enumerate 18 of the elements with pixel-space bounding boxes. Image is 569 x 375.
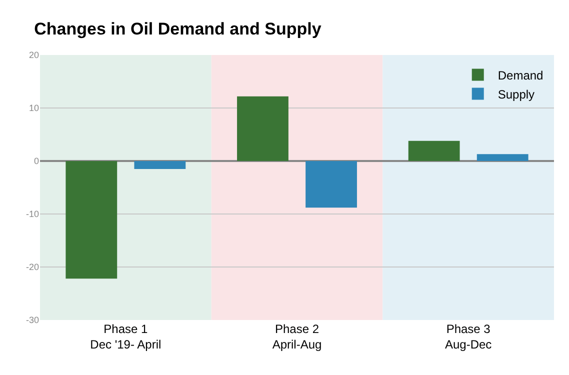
- x-tick-label: Phase 1 Dec '19- April: [90, 322, 162, 352]
- y-tick-label: 20: [28, 50, 39, 60]
- bar: [66, 161, 118, 279]
- y-tick-label: 0: [34, 156, 39, 166]
- legend-label: Demand: [498, 68, 544, 82]
- x-tick-label: Phase 3 Aug-Dec: [444, 322, 492, 352]
- y-tick-label: 10: [28, 103, 39, 114]
- bar: [134, 161, 186, 169]
- bar: [237, 96, 288, 161]
- y-tick-label: -30: [26, 315, 39, 326]
- y-tick-label: -20: [26, 262, 39, 272]
- bar: [408, 140, 460, 161]
- x-tick-label: Phase 2 April-Aug: [272, 322, 322, 352]
- bar: [476, 154, 528, 161]
- y-tick-label: -10: [26, 209, 39, 220]
- legend-label: Supply: [498, 87, 535, 102]
- chart-title: Changes in Oil Demand and Supply: [34, 19, 322, 38]
- bar: [306, 161, 357, 208]
